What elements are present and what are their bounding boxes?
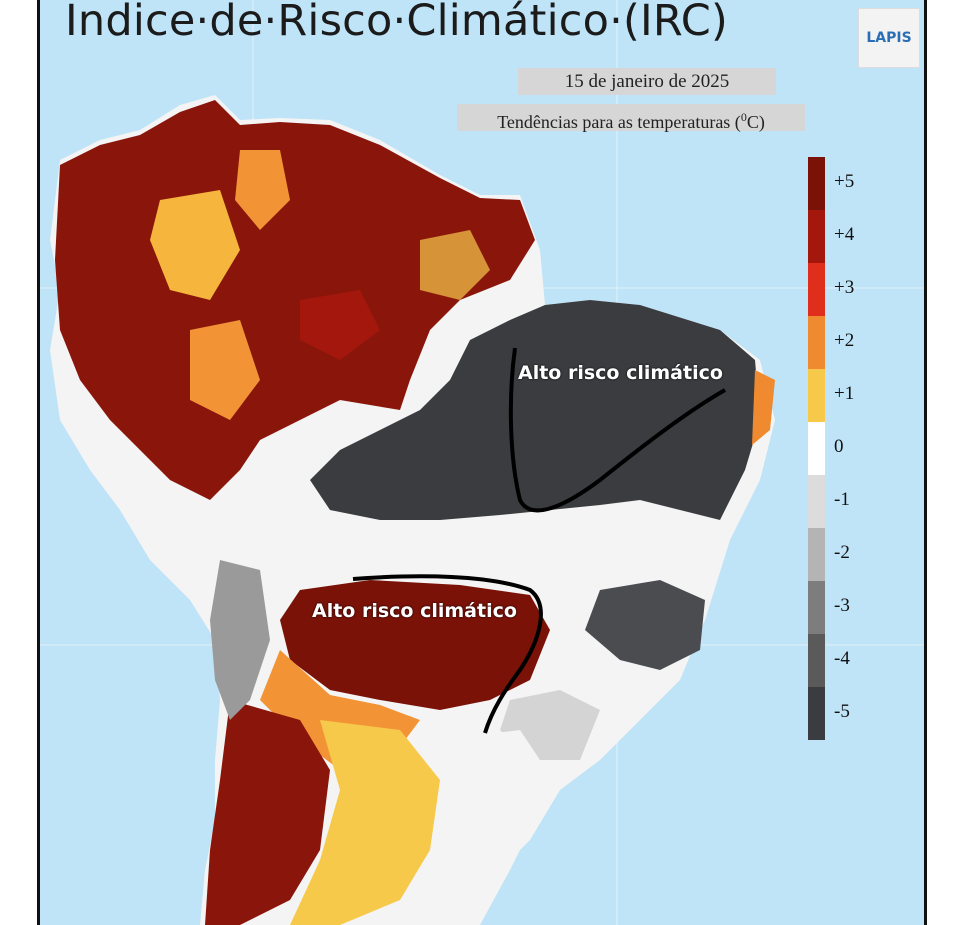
northeast-cold-region xyxy=(310,300,760,520)
date-label: 15 de janeiro de 2025 xyxy=(518,68,776,95)
subtitle-unit: C) xyxy=(746,112,765,132)
legend-swatch xyxy=(808,263,825,316)
map-title: Indice·de·Risco·Climático·(IRC) xyxy=(65,0,728,46)
south-america-map xyxy=(40,0,924,925)
legend-swatch xyxy=(808,475,825,528)
legend-label: -4 xyxy=(834,648,850,669)
legend-label: +4 xyxy=(834,224,855,245)
annotation-northeast: Alto risco climático xyxy=(518,362,723,384)
legend-swatch xyxy=(808,157,825,210)
legend-swatch xyxy=(808,528,825,581)
subtitle-label: Tendências para as temperaturas (0C) xyxy=(457,104,805,132)
legend-label: +5 xyxy=(834,171,855,192)
map-frame: Indice·de·Risco·Climático·(IRC) LAPIS 15… xyxy=(37,0,927,925)
logo-text: LAPIS xyxy=(866,30,912,46)
legend-label: -2 xyxy=(834,542,850,563)
central-risk-curve xyxy=(352,574,543,734)
subtitle-text: Tendências para as temperaturas ( xyxy=(497,112,741,132)
legend-swatch xyxy=(808,316,825,369)
legend-swatch xyxy=(808,210,825,263)
legend-label: +2 xyxy=(834,330,855,351)
legend-label: -3 xyxy=(834,595,850,616)
legend-swatch xyxy=(808,422,825,475)
subtitle-unit-sup: 0 xyxy=(740,110,747,124)
lapis-logo: LAPIS xyxy=(858,8,920,68)
legend-swatch xyxy=(808,581,825,634)
legend-label: -5 xyxy=(834,701,850,722)
legend-label: 0 xyxy=(834,436,844,457)
legend-label: +3 xyxy=(834,277,855,298)
legend-swatch xyxy=(808,634,825,687)
legend-color-bar xyxy=(808,157,825,740)
legend-label: +1 xyxy=(834,383,855,404)
annotation-central: Alto risco climático xyxy=(312,600,517,622)
legend-swatch xyxy=(808,369,825,422)
northeast-risk-curve xyxy=(508,347,726,513)
legend-swatch xyxy=(808,687,825,740)
legend-label: -1 xyxy=(834,489,850,510)
central-hot-region xyxy=(280,580,550,710)
